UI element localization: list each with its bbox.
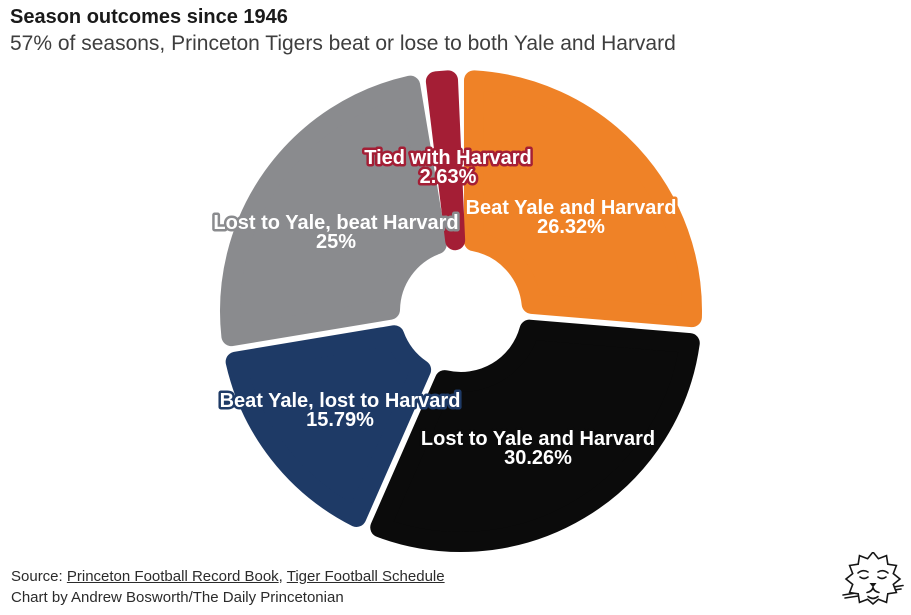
chart-header: Season outcomes since 1946 57% of season… bbox=[10, 5, 676, 57]
slice-label-beat-yale-lost-to-harvard: Beat Yale, lost to Harvard 15.79% bbox=[220, 390, 461, 431]
pie-slice-tied-with-harvard bbox=[425, 70, 466, 251]
slice-label-lost-to-yale-and-harvard: Lost to Yale and Harvard 30.26% bbox=[421, 428, 655, 469]
tiger-brows bbox=[857, 569, 889, 574]
source-prefix: Source: bbox=[11, 568, 67, 585]
pie-slice-lost-to-yale-beat-harvard bbox=[220, 75, 447, 347]
slice-label-beat-yale-and-harvard: Beat Yale and Harvard 26.32% bbox=[466, 197, 677, 238]
slice-label-lost-to-yale-beat-harvard: Lost to Yale, beat Harvard 25% bbox=[213, 212, 458, 253]
credit-line: Chart by Andrew Bosworth/The Daily Princ… bbox=[11, 589, 344, 606]
tiger-nose bbox=[869, 583, 877, 588]
tiger-mane bbox=[844, 552, 902, 606]
daily-princetonian-tiger-icon bbox=[842, 552, 904, 606]
pie-slice-lost-to-yale-and-harvard bbox=[370, 319, 700, 552]
tiger-eyes bbox=[859, 576, 887, 580]
chart-footer: Source: Princeton Football Record Book, … bbox=[11, 566, 445, 608]
source-link-princeton-football-record-book[interactable]: Princeton Football Record Book bbox=[66, 568, 279, 585]
tiger-muzzle bbox=[866, 586, 880, 600]
pie-slice-beat-yale-and-harvard bbox=[463, 70, 702, 328]
slice-label-tied-with-harvard: Tied with Harvard 2.63% bbox=[364, 147, 531, 188]
page-title: Season outcomes since 1946 bbox=[10, 6, 288, 28]
source-separator: , bbox=[278, 568, 287, 585]
source-line: Source: Princeton Football Record Book, … bbox=[11, 566, 445, 587]
pie-slice-beat-yale-lost-to-harvard bbox=[225, 325, 432, 527]
source-link-tiger-football-schedule[interactable]: Tiger Football Schedule bbox=[286, 568, 445, 585]
page-subtitle: 57% of seasons, Princeton Tigers beat or… bbox=[10, 32, 676, 55]
